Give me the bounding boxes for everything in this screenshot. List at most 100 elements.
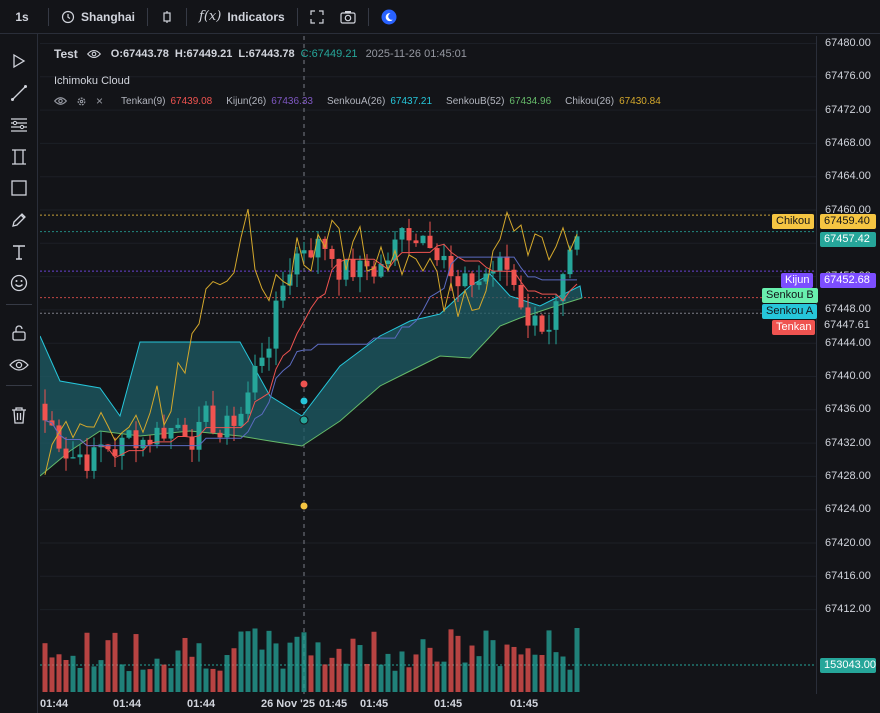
candle-body — [140, 439, 146, 449]
candle-body — [147, 439, 153, 445]
price-label: 67480.00 — [825, 37, 871, 49]
camera-icon — [340, 10, 356, 24]
volume-bar — [189, 656, 195, 692]
price-axis[interactable]: 67480.00 67476.00 67472.00 67468.00 67464.00… — [816, 36, 880, 694]
candle-body — [203, 405, 209, 422]
eye-icon[interactable] — [86, 49, 101, 59]
volume-bar — [287, 642, 293, 692]
theme-toggle-button[interactable] — [373, 0, 405, 34]
candle-body — [315, 238, 321, 258]
volume-bar — [399, 651, 405, 692]
volume-price-tag: 153043.00 — [820, 658, 876, 673]
senkou-a-line — [40, 273, 583, 418]
text-icon — [13, 245, 25, 260]
volume-bar — [91, 666, 97, 692]
time-label: 01:44 — [40, 698, 69, 710]
volume-bar — [497, 666, 503, 692]
candle-body — [217, 432, 223, 438]
volume-bar — [385, 653, 391, 692]
price-label: 67420.00 — [825, 536, 871, 549]
volume-bar — [77, 667, 83, 692]
price-label: 67424.00 — [825, 503, 871, 516]
emoji-tool[interactable] — [8, 272, 30, 294]
time-label: 01:44 — [113, 698, 142, 710]
trend-line-tool[interactable] — [8, 82, 30, 104]
candle-body — [441, 255, 447, 261]
interval-button[interactable]: 1s — [15, 9, 29, 24]
volume-bar — [259, 649, 265, 692]
candle-body — [266, 348, 272, 358]
candle-body — [133, 430, 139, 449]
tenkan-value: 67439.08 — [170, 95, 213, 107]
price-chart[interactable] — [40, 36, 816, 694]
crosshair-dot — [299, 501, 309, 511]
toolbar-divider — [147, 7, 149, 26]
fib-tool[interactable] — [8, 114, 30, 136]
volume-bar — [504, 644, 510, 692]
time-axis[interactable]: 01:44 01:44 01:44 26 Nov '25 01:45 01:45… — [40, 694, 816, 713]
chart-type-button[interactable] — [152, 0, 182, 34]
volume-bar — [147, 669, 153, 692]
candle-body — [182, 424, 188, 437]
volume-bar — [539, 655, 545, 692]
candle-body — [252, 365, 258, 393]
delete-tool[interactable] — [8, 404, 30, 426]
volume-bar — [133, 634, 139, 692]
candle-body — [462, 273, 468, 287]
volume-bar — [427, 647, 433, 692]
candle-body — [126, 430, 132, 438]
candle-body — [371, 266, 377, 277]
candle-body — [497, 256, 503, 272]
indicators-button[interactable]: f(x) Indicators — [191, 0, 293, 34]
gear-icon[interactable] — [76, 96, 87, 107]
volume-bar — [266, 630, 272, 692]
screenshot-button[interactable] — [332, 0, 364, 34]
candle-body — [546, 329, 552, 332]
price-label: 67436.00 — [825, 403, 871, 416]
volume-bar — [560, 656, 566, 692]
close-value: C:67449.21 — [300, 48, 358, 60]
symbol-name: Test — [54, 47, 78, 61]
visibility-tool[interactable] — [8, 354, 30, 376]
volume-bar — [112, 632, 118, 692]
close-icon[interactable]: × — [96, 94, 104, 108]
eye-icon — [9, 359, 29, 371]
indicator-name: Ichimoku Cloud — [54, 75, 130, 87]
volume-bar — [469, 645, 475, 692]
volume-bar — [196, 643, 202, 692]
volume-bar — [126, 671, 132, 692]
fullscreen-button[interactable] — [302, 0, 332, 34]
volume-bar — [532, 654, 538, 692]
eye-icon[interactable] — [54, 96, 67, 106]
candle-body — [175, 424, 181, 428]
candle-body — [434, 248, 440, 261]
volume-bar — [315, 642, 321, 692]
brush-tool[interactable] — [8, 209, 30, 231]
candle-body — [350, 259, 356, 278]
chikou-value: 67430.84 — [619, 95, 661, 107]
volume-bar — [553, 652, 559, 692]
price-label: 67448.00 — [825, 303, 871, 316]
chikou-tag: Chikou — [772, 214, 815, 229]
candle-body — [532, 315, 538, 326]
crosshair-dot — [299, 379, 309, 389]
senkou-b-value: 67434.96 — [509, 95, 552, 107]
volume-bar — [49, 657, 55, 692]
indicators-label: Indicators — [227, 9, 285, 24]
volume-bar — [84, 632, 90, 692]
candle-body — [210, 405, 216, 433]
volume-bar — [273, 643, 279, 692]
low-value: L:67443.78 — [238, 48, 295, 60]
rectangle-tool[interactable] — [8, 177, 30, 199]
cursor-tool[interactable] — [8, 50, 30, 72]
volume-bar — [294, 636, 300, 692]
timezone-button[interactable]: Shanghai — [53, 0, 143, 34]
channel-tool[interactable] — [8, 146, 30, 168]
lock-tool[interactable] — [8, 322, 30, 344]
text-tool[interactable] — [8, 241, 30, 263]
volume-bar — [70, 655, 76, 692]
volume-bar — [140, 669, 146, 692]
rectangle-icon — [11, 180, 27, 196]
candle-body — [168, 427, 174, 439]
candle-body — [70, 457, 76, 459]
